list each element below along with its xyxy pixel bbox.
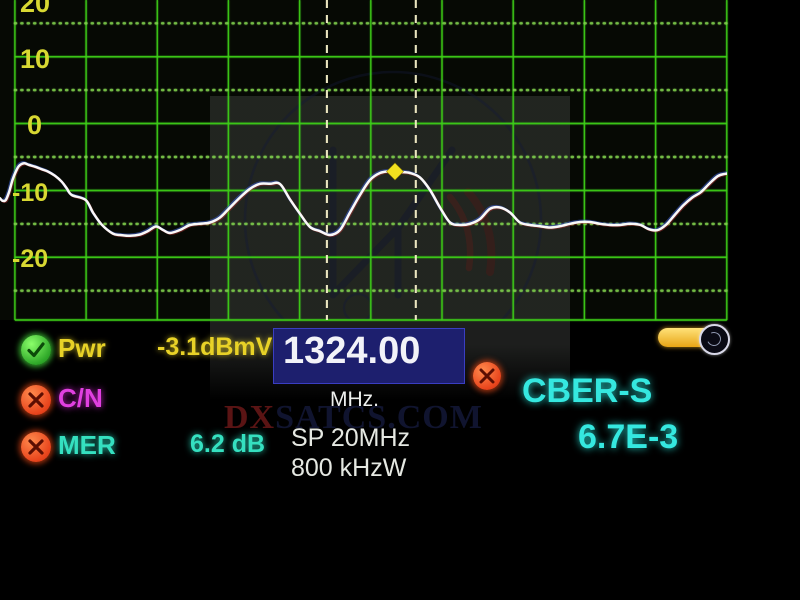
svg-text:-20: -20 [12, 245, 48, 273]
svg-text:0: 0 [27, 110, 42, 140]
svg-text:10: 10 [20, 44, 50, 74]
svg-text:-10: -10 [12, 179, 48, 207]
svg-text:20: 20 [20, 0, 50, 18]
